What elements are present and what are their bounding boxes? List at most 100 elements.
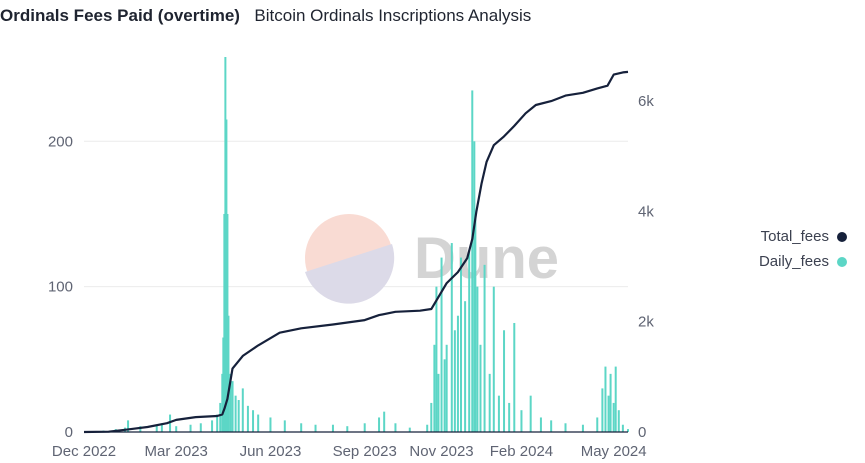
- daily-fee-bar: [234, 395, 237, 432]
- daily-fee-bar: [408, 427, 411, 432]
- chart-header: Ordinals Fees Paid (overtime) Bitcoin Or…: [0, 6, 531, 30]
- y-right-tick-label: 2k: [638, 314, 654, 331]
- y-left-tick-label: 200: [48, 133, 73, 150]
- daily-fee-bar: [609, 373, 612, 432]
- daily-fee-bar: [241, 388, 244, 432]
- y-left-tick-label: 100: [48, 279, 73, 296]
- daily-fee-bar: [363, 423, 366, 432]
- x-tick-label: Feb 2024: [490, 443, 553, 460]
- daily-fee-bar: [612, 402, 615, 432]
- y-right-tick-label: 6k: [638, 93, 654, 110]
- y-right-tick-label: 4k: [638, 203, 654, 220]
- daily-fee-bar: [127, 420, 130, 432]
- daily-fee-bar: [627, 429, 629, 432]
- daily-fee-bar: [471, 90, 474, 432]
- daily-fee-bar: [430, 402, 433, 432]
- daily-fee-bar: [617, 410, 620, 432]
- daily-fee-bar: [331, 424, 334, 432]
- daily-fee-bar: [426, 424, 429, 432]
- daily-fee-bar: [474, 213, 477, 432]
- daily-fee-bar: [216, 414, 219, 432]
- y-right-tick-label: 0: [638, 424, 646, 441]
- daily-fee-bar: [433, 344, 436, 432]
- legend: Total_fees Daily_fees: [759, 224, 847, 274]
- daily-fee-bar: [601, 388, 604, 432]
- x-axis-ticks: Dec 2022 Mar 2023 Jun 2023 Sep 2023 Nov 2023…: [52, 443, 647, 460]
- legend-label-daily-fees: Daily_fees: [758, 253, 829, 270]
- daily-fee-bar: [219, 402, 222, 432]
- x-tick-label: May 2024: [581, 443, 647, 460]
- legend-item-total-fees[interactable]: Total_fees: [759, 224, 847, 249]
- legend-dot-daily-fees: [837, 256, 847, 267]
- daily-fee-bar: [199, 423, 202, 432]
- daily-fee-bar: [479, 344, 482, 432]
- daily-fee-bar: [283, 420, 286, 432]
- chart-title: Ordinals Fees Paid (overtime): [0, 6, 240, 25]
- daily-fee-bar: [237, 400, 240, 432]
- daily-fee-bar: [488, 373, 491, 432]
- daily-fee-bar: [227, 315, 230, 432]
- daily-fee-bar: [169, 414, 172, 432]
- daily-fee-bar: [394, 423, 397, 432]
- daily-fee-bar: [450, 243, 453, 432]
- legend-item-daily-fees[interactable]: Daily_fees: [759, 249, 847, 274]
- daily-fee-bar: [464, 301, 467, 432]
- daily-fee-bar: [211, 420, 214, 432]
- daily-fee-bar: [604, 366, 607, 432]
- watermark-text: Dune: [414, 226, 559, 291]
- daily-fee-bar: [231, 381, 234, 432]
- daily-fee-bar: [445, 344, 448, 432]
- daily-fee-bar: [383, 411, 386, 432]
- daily-fee-bar: [229, 373, 232, 432]
- daily-fee-bar: [443, 359, 446, 432]
- daily-fee-bar: [269, 417, 272, 432]
- daily-fee-bar: [155, 424, 158, 432]
- daily-fee-bar: [497, 395, 500, 432]
- chart-subtitle: Bitcoin Ordinals Inscriptions Analysis: [254, 6, 532, 25]
- legend-label-total-fees: Total_fees: [760, 228, 829, 245]
- daily-fee-bar: [581, 424, 584, 432]
- daily-fee-bar: [252, 410, 255, 432]
- y-right-ticks: 0 2k 4k 6k: [638, 93, 654, 441]
- daily-fee-bar: [453, 330, 456, 432]
- daily-fee-bar: [246, 405, 249, 432]
- daily-fee-bar: [508, 402, 511, 432]
- daily-fee-bar: [520, 410, 523, 432]
- daily-fee-bar: [539, 417, 542, 432]
- legend-dot-total-fees: [837, 231, 847, 242]
- x-tick-label: Sep 2023: [333, 443, 397, 460]
- daily-fee-bar: [621, 424, 624, 432]
- daily-fee-bar: [223, 213, 226, 432]
- daily-fee-bar: [596, 417, 599, 432]
- daily-fee-bar: [513, 322, 516, 432]
- daily-fee-bar: [550, 420, 553, 432]
- daily-fee-bar: [175, 426, 178, 432]
- daily-fee-bar: [160, 423, 163, 432]
- x-tick-label: Mar 2023: [145, 443, 208, 460]
- daily-fee-bar: [564, 423, 567, 432]
- daily-fee-bar: [300, 423, 303, 432]
- daily-fee-bar: [224, 57, 227, 432]
- daily-fee-bar: [476, 286, 479, 432]
- daily-fee-bar: [483, 264, 486, 432]
- daily-fee-bar: [607, 395, 610, 432]
- daily-fee-bar: [222, 337, 225, 432]
- daily-fee-bar: [221, 373, 224, 432]
- daily-fee-bar: [456, 315, 459, 432]
- watermark-logo-bottom: [305, 244, 395, 304]
- x-tick-label: Nov 2023: [409, 443, 473, 460]
- x-tick-label: Jun 2023: [240, 443, 302, 460]
- daily-fee-bar: [189, 424, 192, 432]
- daily-fee-bar: [529, 395, 532, 432]
- y-left-tick-label: 0: [65, 424, 73, 441]
- x-tick-label: Dec 2022: [52, 443, 116, 460]
- daily-fee-bar: [468, 250, 471, 432]
- daily-fee-bar: [614, 366, 617, 432]
- y-left-ticks: 0 100 200: [48, 133, 73, 441]
- daily-fee-bar: [435, 286, 438, 432]
- daily-fee-bar: [460, 257, 463, 432]
- daily-fee-bar: [314, 424, 317, 432]
- daily-fee-bar: [473, 141, 476, 433]
- total-fees-line: [83, 70, 629, 434]
